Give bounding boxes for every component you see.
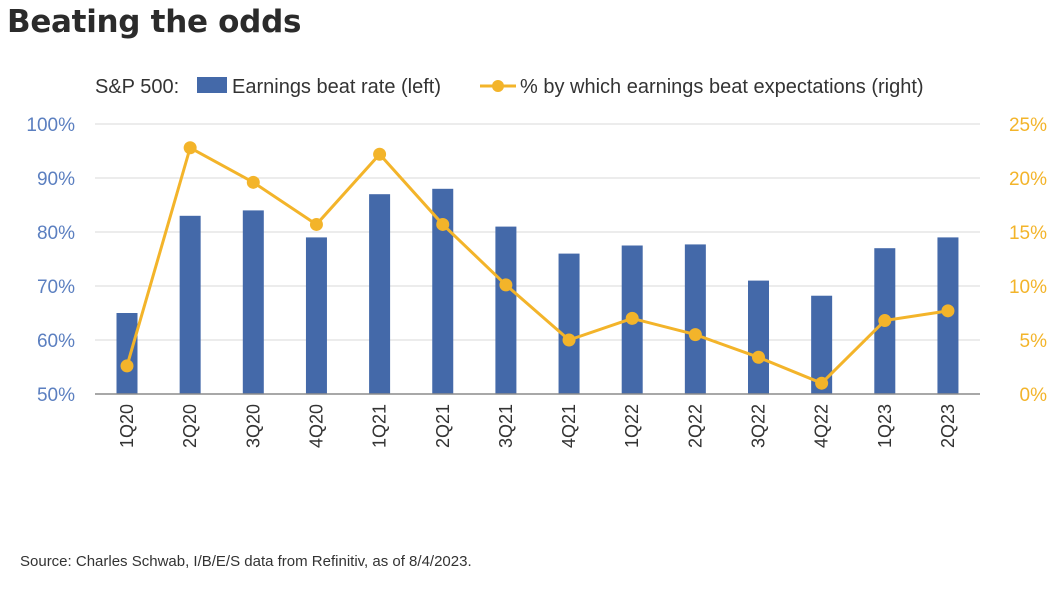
x-tick-label: 1Q23: [875, 404, 895, 448]
legend-prefix: S&P 500:: [95, 76, 179, 98]
bar: [116, 313, 138, 394]
legend-bar-label: Earnings beat rate (left): [232, 76, 441, 98]
line-point: [499, 278, 513, 292]
x-tick-label: 3Q20: [243, 404, 263, 448]
bar: [179, 215, 201, 394]
line-series: [120, 141, 955, 390]
page-title: Beating the odds: [7, 4, 302, 40]
x-tick-label: 3Q22: [749, 404, 769, 448]
line-point: [878, 314, 892, 328]
left-y-axis: 50% 60% 70% 80% 90% 100%: [26, 115, 75, 406]
line-point: [436, 217, 450, 231]
x-tick-label: 4Q21: [559, 404, 579, 448]
legend: S&P 500: Earnings beat rate (left) % by wh…: [95, 76, 924, 98]
bar: [558, 253, 580, 394]
x-tick-label: 2Q23: [938, 404, 958, 448]
bar: [811, 295, 833, 394]
line-point: [941, 304, 955, 318]
left-tick-label: 80%: [37, 223, 75, 244]
right-tick-label: 20%: [1009, 169, 1047, 190]
x-tick-label: 1Q22: [622, 404, 642, 448]
left-tick-label: 70%: [37, 277, 75, 298]
line-point: [562, 333, 576, 347]
x-tick-label: 2Q20: [180, 404, 200, 448]
line-point: [120, 359, 134, 373]
line-point: [309, 217, 323, 231]
bar-series: [116, 188, 959, 394]
bar: [305, 237, 327, 394]
left-tick-label: 50%: [37, 385, 75, 406]
x-tick-label: 4Q22: [812, 404, 832, 448]
right-y-axis: 0% 5% 10% 15% 20% 25%: [1009, 115, 1047, 406]
right-tick-label: 10%: [1009, 277, 1047, 298]
right-tick-label: 0%: [1020, 385, 1048, 406]
left-tick-label: 90%: [37, 169, 75, 190]
line-point: [183, 141, 197, 155]
gridlines: [95, 123, 980, 341]
bar: [242, 210, 264, 394]
source-note: Source: Charles Schwab, I/B/E/S data fro…: [20, 553, 472, 570]
bar: [684, 244, 706, 394]
x-axis: 1Q20 2Q20 3Q20 4Q20 1Q21 2Q21 3Q21 4Q21 1Q22 2Q22…: [95, 393, 980, 448]
right-tick-label: 5%: [1020, 331, 1048, 352]
line-path: [125, 146, 949, 385]
x-tick-label: 1Q21: [370, 404, 390, 448]
legend-bar-swatch: [197, 77, 227, 93]
left-tick-label: 100%: [26, 115, 75, 136]
line-point: [246, 175, 260, 189]
bar: [432, 188, 454, 394]
legend-line-label: % by which earnings beat expectations (r…: [520, 76, 924, 98]
bar: [495, 226, 517, 394]
line-point: [373, 147, 387, 161]
right-tick-label: 25%: [1009, 115, 1047, 136]
line-point: [752, 350, 765, 364]
x-tick-label: 2Q22: [685, 404, 705, 448]
legend-line-marker: [492, 80, 504, 92]
bar: [748, 280, 769, 394]
bar: [369, 194, 391, 394]
x-tick-label: 2Q21: [433, 404, 453, 448]
line-point: [815, 376, 829, 390]
x-tick-label: 1Q20: [117, 404, 137, 448]
left-tick-label: 60%: [37, 331, 75, 352]
x-tick-label: 4Q20: [306, 404, 326, 448]
line-point: [625, 311, 639, 325]
x-tick-label: 3Q21: [496, 404, 516, 448]
right-tick-label: 15%: [1009, 223, 1047, 244]
line-point: [688, 328, 702, 342]
